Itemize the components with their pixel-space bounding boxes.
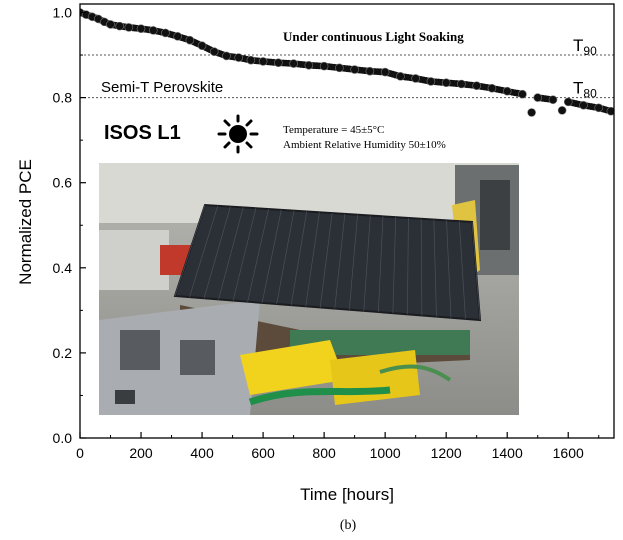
annotation-temperature: Temperature = 45±5°C bbox=[283, 124, 384, 136]
x-tick-label: 0 bbox=[76, 445, 84, 461]
reference-line-label-main: T bbox=[573, 79, 583, 98]
data-point bbox=[472, 81, 481, 90]
reference-line-label: T90 bbox=[573, 36, 597, 58]
annotation-device: Semi-T Perovskite bbox=[101, 79, 223, 96]
cell-line bbox=[392, 217, 397, 314]
x-axis: 0 200 400 600 800 1000 1200 1400 1600 bbox=[76, 432, 600, 461]
cell-line bbox=[290, 211, 308, 306]
x-tick-label: 1400 bbox=[492, 445, 523, 461]
data-point bbox=[411, 74, 420, 83]
cell-line bbox=[247, 208, 269, 302]
x-tick-label: 200 bbox=[129, 445, 153, 461]
cell-line bbox=[420, 218, 423, 316]
y-tick-label: 0.2 bbox=[53, 345, 73, 361]
data-point bbox=[335, 63, 344, 73]
data-point bbox=[234, 53, 243, 62]
data-point bbox=[304, 60, 314, 70]
data-point bbox=[527, 108, 536, 117]
cell-line bbox=[348, 214, 358, 310]
data-point bbox=[115, 21, 124, 31]
data-point bbox=[246, 55, 256, 65]
x-axis-label: Time [hours] bbox=[300, 485, 394, 504]
x-tick-label: 400 bbox=[190, 445, 214, 461]
data-point bbox=[487, 83, 497, 93]
data-point bbox=[106, 20, 115, 29]
y-tick-label: 0.0 bbox=[53, 430, 73, 446]
reference-line-label-main: T bbox=[573, 36, 583, 55]
cell-line bbox=[319, 213, 333, 308]
cell-line bbox=[363, 215, 371, 311]
data-point bbox=[148, 26, 158, 35]
data-point bbox=[274, 58, 283, 68]
cell-line bbox=[458, 221, 466, 319]
data-point bbox=[136, 24, 146, 33]
data-point bbox=[548, 95, 558, 105]
cell-line bbox=[261, 209, 282, 303]
data-point bbox=[124, 23, 134, 32]
reference-line-label-sub: 80 bbox=[583, 87, 597, 101]
data-point bbox=[594, 103, 604, 113]
data-point bbox=[185, 35, 195, 45]
data-point bbox=[350, 65, 359, 74]
data-point bbox=[380, 67, 390, 77]
y-tick-label: 0.6 bbox=[53, 175, 73, 191]
cell-line bbox=[377, 216, 384, 313]
data-point bbox=[426, 77, 436, 86]
cell-line bbox=[433, 219, 437, 317]
reference-line-label: T80 bbox=[573, 79, 597, 101]
data-point bbox=[173, 32, 182, 41]
data-point bbox=[533, 93, 543, 102]
y-axis: 0.0 0.2 0.4 0.6 0.8 1.0 bbox=[53, 5, 86, 446]
cell-line bbox=[471, 221, 481, 321]
data-point bbox=[365, 66, 375, 76]
data-point bbox=[319, 61, 329, 71]
cell-line bbox=[203, 206, 231, 299]
y-axis-label: Normalized PCE bbox=[16, 159, 35, 285]
data-point bbox=[518, 89, 527, 99]
data-point bbox=[563, 97, 573, 107]
annotation-protocol: ISOS L1 bbox=[104, 122, 181, 144]
data-point bbox=[502, 86, 512, 96]
data-point bbox=[579, 100, 588, 110]
sun-icon bbox=[217, 114, 259, 154]
x-tick-label: 800 bbox=[312, 445, 336, 461]
data-point bbox=[606, 106, 614, 116]
cell-line bbox=[174, 204, 206, 297]
cell-line bbox=[334, 213, 346, 309]
data-point bbox=[441, 78, 451, 88]
reference-line-label-sub: 90 bbox=[583, 44, 597, 58]
data-point bbox=[289, 59, 298, 68]
plot-frame bbox=[79, 3, 615, 439]
cell-line bbox=[407, 217, 409, 315]
x-tick-label: 600 bbox=[251, 445, 275, 461]
data-point bbox=[197, 41, 207, 50]
y-tick-label: 0.4 bbox=[53, 260, 73, 276]
cell-line bbox=[189, 205, 219, 298]
figure-caption: (b) bbox=[340, 518, 357, 533]
data-point bbox=[209, 47, 219, 56]
data-point bbox=[557, 106, 567, 115]
data-point bbox=[457, 79, 466, 89]
annotation-condition: Under continuous Light Soaking bbox=[283, 29, 464, 44]
x-tick-label: 1000 bbox=[370, 445, 401, 461]
cell-line bbox=[276, 210, 295, 305]
y-tick-label: 0.8 bbox=[53, 90, 73, 106]
data-point bbox=[222, 51, 231, 61]
cell-line bbox=[232, 208, 257, 301]
cell-line bbox=[305, 212, 320, 307]
data-point bbox=[396, 72, 405, 81]
x-tick-label: 1200 bbox=[431, 445, 462, 461]
x-tick-label: 1600 bbox=[553, 445, 584, 461]
data-point bbox=[258, 57, 268, 66]
cell-line bbox=[218, 207, 244, 300]
data-series bbox=[80, 8, 614, 117]
cell-line bbox=[446, 220, 452, 318]
data-point bbox=[161, 28, 170, 38]
annotation-humidity: Ambient Relative Humidity 50±10% bbox=[283, 139, 446, 151]
device-photo bbox=[99, 163, 519, 415]
y-tick-label: 1.0 bbox=[53, 5, 73, 21]
